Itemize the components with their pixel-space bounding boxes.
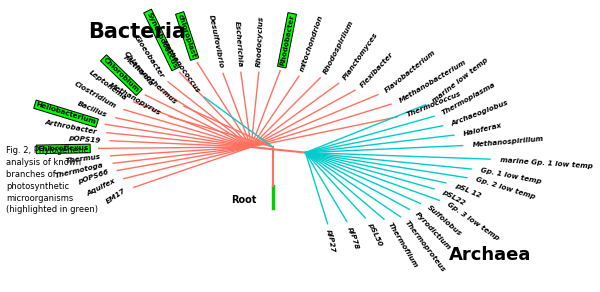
Text: pOPS19: pOPS19 [68, 135, 101, 143]
Text: Leptonema: Leptonema [88, 69, 128, 101]
Text: Archaeoglobus: Archaeoglobus [451, 99, 510, 127]
Text: Thermococcus: Thermococcus [406, 90, 462, 118]
Text: Haloferax: Haloferax [463, 122, 503, 137]
Text: Heliobacterium: Heliobacterium [35, 102, 97, 126]
Text: Thermofilum: Thermofilum [386, 222, 418, 270]
Text: Rhodospirilum: Rhodospirilum [322, 19, 355, 75]
Text: Thermus: Thermus [65, 154, 101, 164]
Text: Methanococcus: Methanococcus [160, 40, 201, 95]
Text: pJP78: pJP78 [347, 225, 359, 250]
Text: marine low temp: marine low temp [431, 57, 490, 104]
Text: Gp. 3 low temp: Gp. 3 low temp [446, 201, 500, 241]
Text: Chlorobium: Chlorobium [103, 57, 140, 94]
Text: Root: Root [231, 195, 257, 205]
Text: Flexibacter: Flexibacter [359, 51, 395, 88]
Text: chloroplast: chloroplast [177, 13, 197, 59]
Text: Thermoproteus: Thermoproteus [404, 219, 446, 273]
Text: Gp. 1 low temp: Gp. 1 low temp [480, 167, 542, 185]
Text: pSL22: pSL22 [441, 189, 466, 206]
Text: Sulfolobus: Sulfolobus [426, 205, 463, 237]
Text: Pyrodictium: Pyrodictium [414, 211, 452, 251]
Text: Archaea: Archaea [449, 246, 532, 264]
Text: Bacillus: Bacillus [76, 101, 108, 119]
Text: Rhodocyclus: Rhodocyclus [256, 16, 265, 67]
Text: Chlamydia: Chlamydia [123, 50, 155, 87]
Text: Desulfovibrio: Desulfovibrio [208, 14, 224, 69]
Text: pOPS66: pOPS66 [77, 169, 109, 185]
Text: Aquifex: Aquifex [86, 178, 116, 197]
Text: Bacteria: Bacteria [88, 22, 186, 42]
Text: Planctomyces: Planctomyces [341, 31, 379, 81]
Text: Gloeobacter: Gloeobacter [133, 34, 165, 79]
Text: Chloroflexus: Chloroflexus [37, 145, 89, 152]
Text: Synechococcus: Synechococcus [145, 11, 178, 69]
Text: Gp. 2 low temp: Gp. 2 low temp [475, 176, 536, 200]
Text: Flavobacterium: Flavobacterium [383, 49, 437, 94]
Text: pSL50: pSL50 [367, 221, 383, 246]
Text: Clostridium: Clostridium [73, 81, 117, 110]
Text: pSL 12: pSL 12 [454, 182, 481, 199]
Text: mitochondrion: mitochondrion [299, 14, 325, 72]
Text: pJP27: pJP27 [326, 228, 336, 252]
Text: Methanospirillum: Methanospirillum [472, 136, 544, 148]
Text: EM17: EM17 [106, 188, 127, 205]
Text: marine Gp. 1 low temp: marine Gp. 1 low temp [500, 157, 593, 169]
Text: Fig. 2, Phylogenetic
analysis of known
branches of
photosynthetic
microorganisms: Fig. 2, Phylogenetic analysis of known b… [6, 146, 98, 214]
Text: Rhodobacter: Rhodobacter [279, 14, 295, 67]
Text: Methanopyrus: Methanopyrus [108, 82, 162, 117]
Text: Arthrobacter: Arthrobacter [45, 119, 98, 135]
Text: Thermoplasma: Thermoplasma [441, 82, 497, 117]
Text: Methanothermus: Methanothermus [122, 54, 179, 105]
Text: Methanobacterium: Methanobacterium [398, 59, 467, 104]
Text: Thermotoga: Thermotoga [55, 161, 104, 178]
Text: Escherichia: Escherichia [234, 21, 243, 67]
